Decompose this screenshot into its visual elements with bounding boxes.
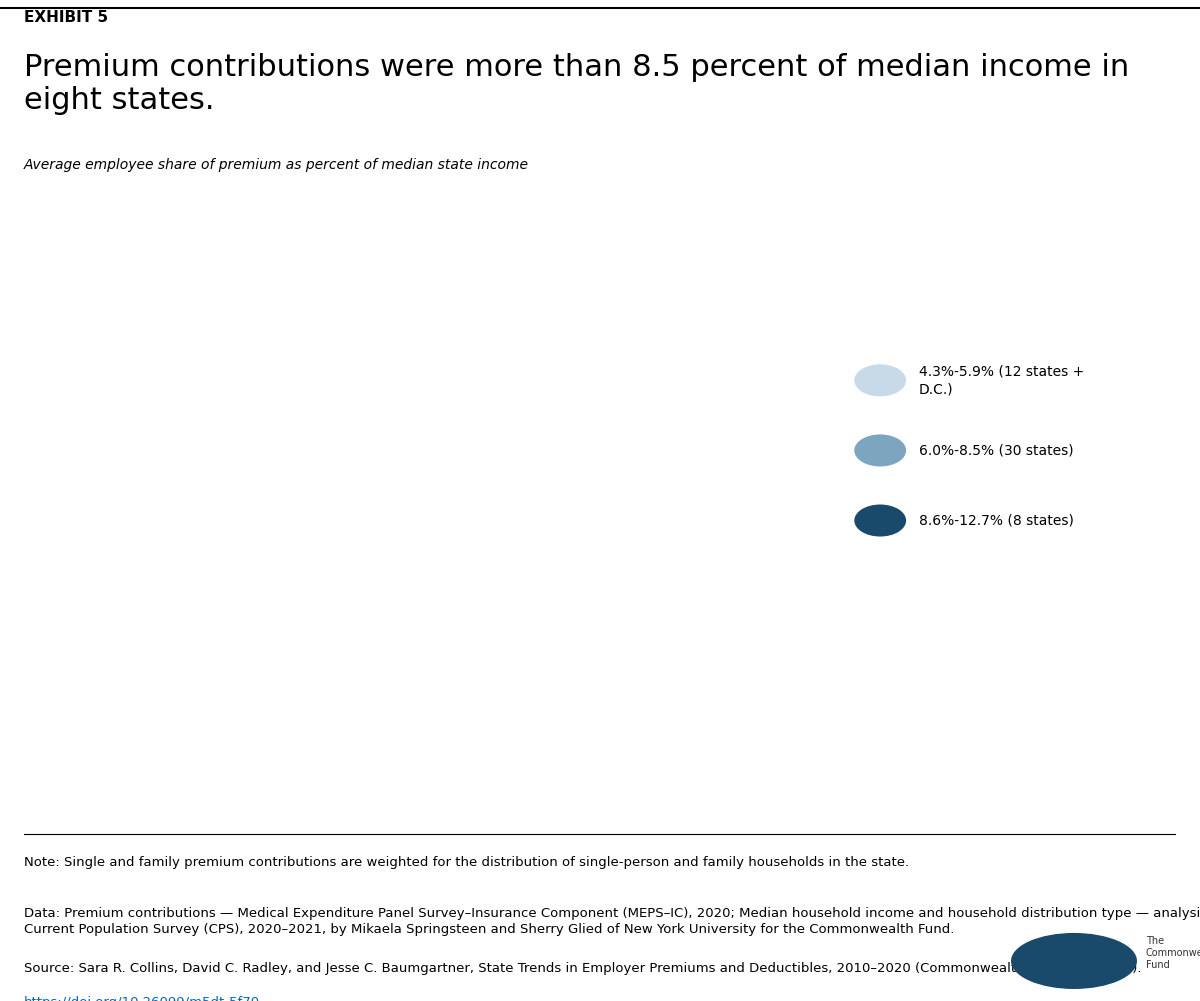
Text: Data: Premium contributions — Medical Expenditure Panel Survey–Insurance Compone: Data: Premium contributions — Medical Ex… <box>24 907 1200 936</box>
Text: https://doi.org/10.26099/m5dt-5f70: https://doi.org/10.26099/m5dt-5f70 <box>24 996 260 1001</box>
Text: The
Commonwealth
Fund: The Commonwealth Fund <box>1146 936 1200 970</box>
Text: 4.3%-5.9% (12 states +
D.C.): 4.3%-5.9% (12 states + D.C.) <box>919 364 1085 396</box>
Text: Note: Single and family premium contributions are weighted for the distribution : Note: Single and family premium contribu… <box>24 856 910 869</box>
Text: Source: Sara R. Collins, David C. Radley, and Jesse C. Baumgartner, State Trends: Source: Sara R. Collins, David C. Radley… <box>24 962 1141 975</box>
Text: 6.0%-8.5% (30 states): 6.0%-8.5% (30 states) <box>919 443 1074 457</box>
Text: 8.6%-12.7% (8 states): 8.6%-12.7% (8 states) <box>919 514 1074 528</box>
Circle shape <box>854 364 906 396</box>
Text: Premium contributions were more than 8.5 percent of median income in
eight state: Premium contributions were more than 8.5… <box>24 52 1129 115</box>
Circle shape <box>1010 933 1138 989</box>
Circle shape <box>854 434 906 466</box>
Text: EXHIBIT 5: EXHIBIT 5 <box>24 10 108 25</box>
Text: Average employee share of premium as percent of median state income: Average employee share of premium as per… <box>24 158 529 172</box>
Circle shape <box>854 505 906 537</box>
